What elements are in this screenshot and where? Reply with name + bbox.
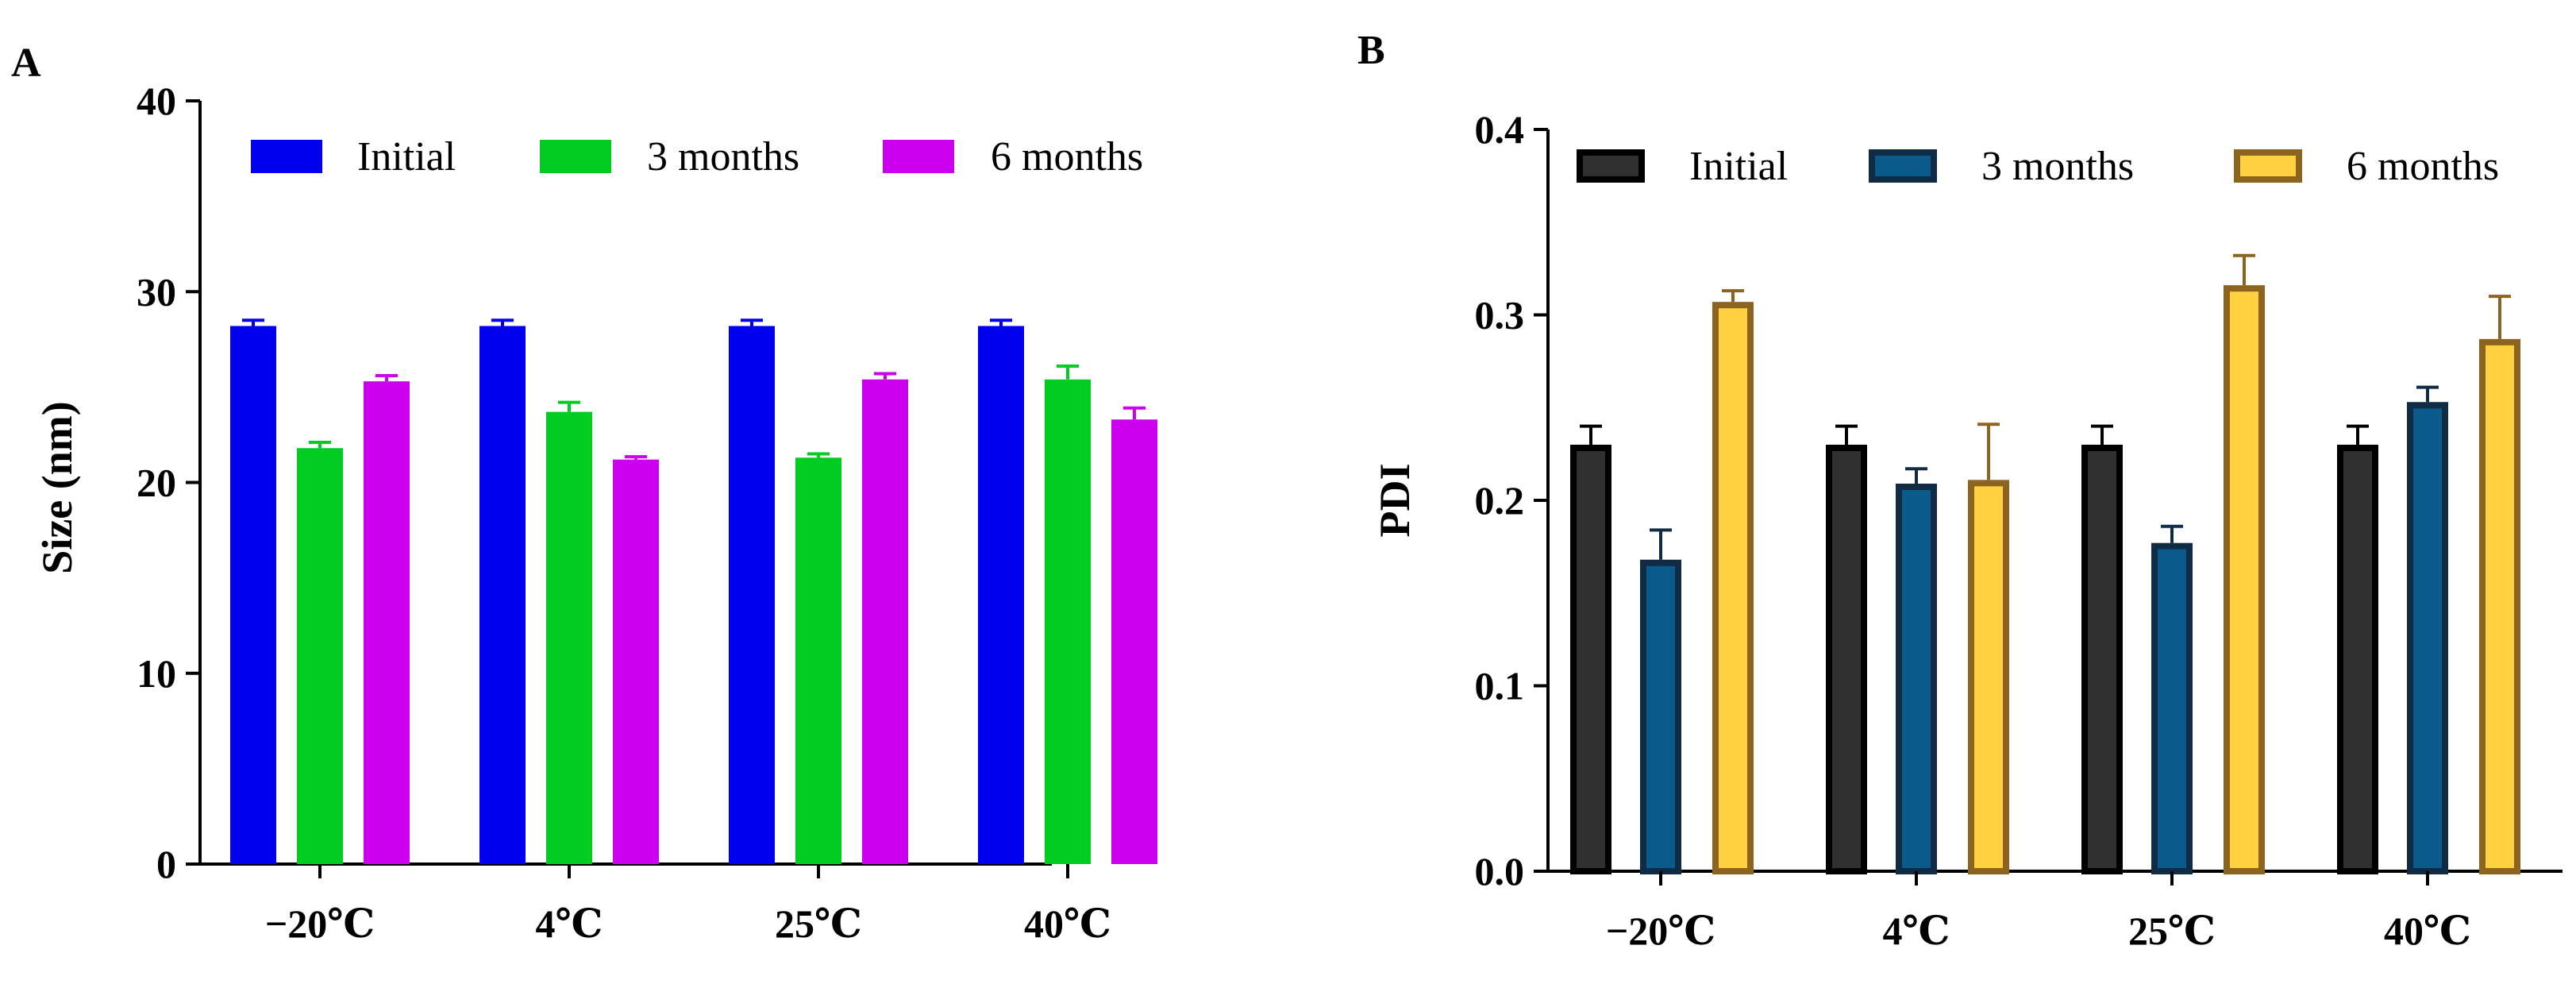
bar bbox=[2151, 542, 2193, 875]
bar bbox=[2337, 444, 2378, 874]
bar bbox=[1896, 483, 1937, 874]
y-tick-label: 0.0 bbox=[1475, 849, 1525, 893]
y-tick-label: 30 bbox=[137, 269, 176, 314]
y-axis-title: Size (nm) bbox=[33, 401, 81, 573]
y-tick-label: 0.3 bbox=[1475, 293, 1525, 338]
panel-label: B bbox=[1357, 28, 1385, 73]
legend-swatch bbox=[883, 140, 954, 173]
bar bbox=[1712, 302, 1754, 874]
x-category-label: −20℃ bbox=[265, 901, 375, 946]
bar bbox=[729, 326, 775, 864]
x-category-label: 25℃ bbox=[775, 901, 862, 946]
legend-label: Initial bbox=[1689, 144, 1788, 189]
legend-swatch bbox=[1577, 149, 1645, 183]
x-category-label: 4℃ bbox=[536, 901, 603, 946]
bar bbox=[1570, 444, 1611, 874]
y-tick-label: 40 bbox=[137, 79, 176, 123]
chart-panel-b: B 0.0 0.1 0.2 0.3 0.4 PDI −20℃ 4℃ 25℃ 40℃ Initial 3 … bbox=[1357, 28, 2563, 953]
y-tick-label: 0.4 bbox=[1475, 107, 1525, 152]
bar bbox=[479, 326, 526, 864]
legend-swatch bbox=[540, 140, 611, 173]
bar bbox=[613, 459, 659, 864]
chart-panel-a: A 0 10 20 30 40 Size (nm) −20℃ 4℃ 25℃ 40℃ Initial 3 … bbox=[11, 41, 1157, 946]
x-category-label: 4℃ bbox=[1883, 909, 1950, 953]
bar bbox=[297, 448, 343, 864]
panel-label: A bbox=[11, 41, 41, 86]
legend-swatch bbox=[251, 140, 322, 173]
bar bbox=[2224, 285, 2265, 874]
x-category-label: 40℃ bbox=[2384, 909, 2471, 953]
y-tick-label: 10 bbox=[137, 651, 176, 696]
y-tick-label: 20 bbox=[137, 461, 176, 505]
y-tick-label: 0.1 bbox=[1475, 664, 1525, 708]
x-category-label: 40℃ bbox=[1024, 901, 1111, 946]
bar bbox=[862, 379, 908, 864]
legend-swatch bbox=[2234, 149, 2302, 183]
legend-label: Initial bbox=[357, 134, 456, 179]
y-tick-label: 0 bbox=[156, 842, 176, 886]
legend-swatch bbox=[1869, 149, 1937, 183]
bar bbox=[364, 381, 410, 865]
bar bbox=[1111, 419, 1157, 864]
legend-label: 3 months bbox=[1981, 144, 2134, 189]
bar bbox=[2081, 444, 2123, 874]
bar bbox=[1826, 444, 1867, 874]
bar bbox=[1968, 480, 2009, 874]
legend-label: 3 months bbox=[647, 134, 799, 179]
y-tick-label: 0.2 bbox=[1475, 478, 1525, 523]
bar bbox=[978, 326, 1024, 864]
x-category-label: 25℃ bbox=[2128, 909, 2216, 953]
bar bbox=[1640, 559, 1681, 874]
legend-label: 6 months bbox=[991, 134, 1143, 179]
x-category-label: −20℃ bbox=[1606, 909, 1715, 953]
legend: Initial 3 months 6 months bbox=[251, 134, 1143, 179]
bar bbox=[2479, 338, 2520, 875]
bar bbox=[795, 457, 841, 864]
y-axis-title: PDI bbox=[1371, 464, 1419, 538]
bar bbox=[2407, 402, 2448, 874]
legend: Initial 3 months 6 months bbox=[1577, 144, 2499, 189]
bar bbox=[546, 411, 592, 864]
legend-label: 6 months bbox=[2347, 144, 2499, 189]
bar bbox=[1045, 379, 1091, 864]
bar bbox=[230, 326, 276, 864]
